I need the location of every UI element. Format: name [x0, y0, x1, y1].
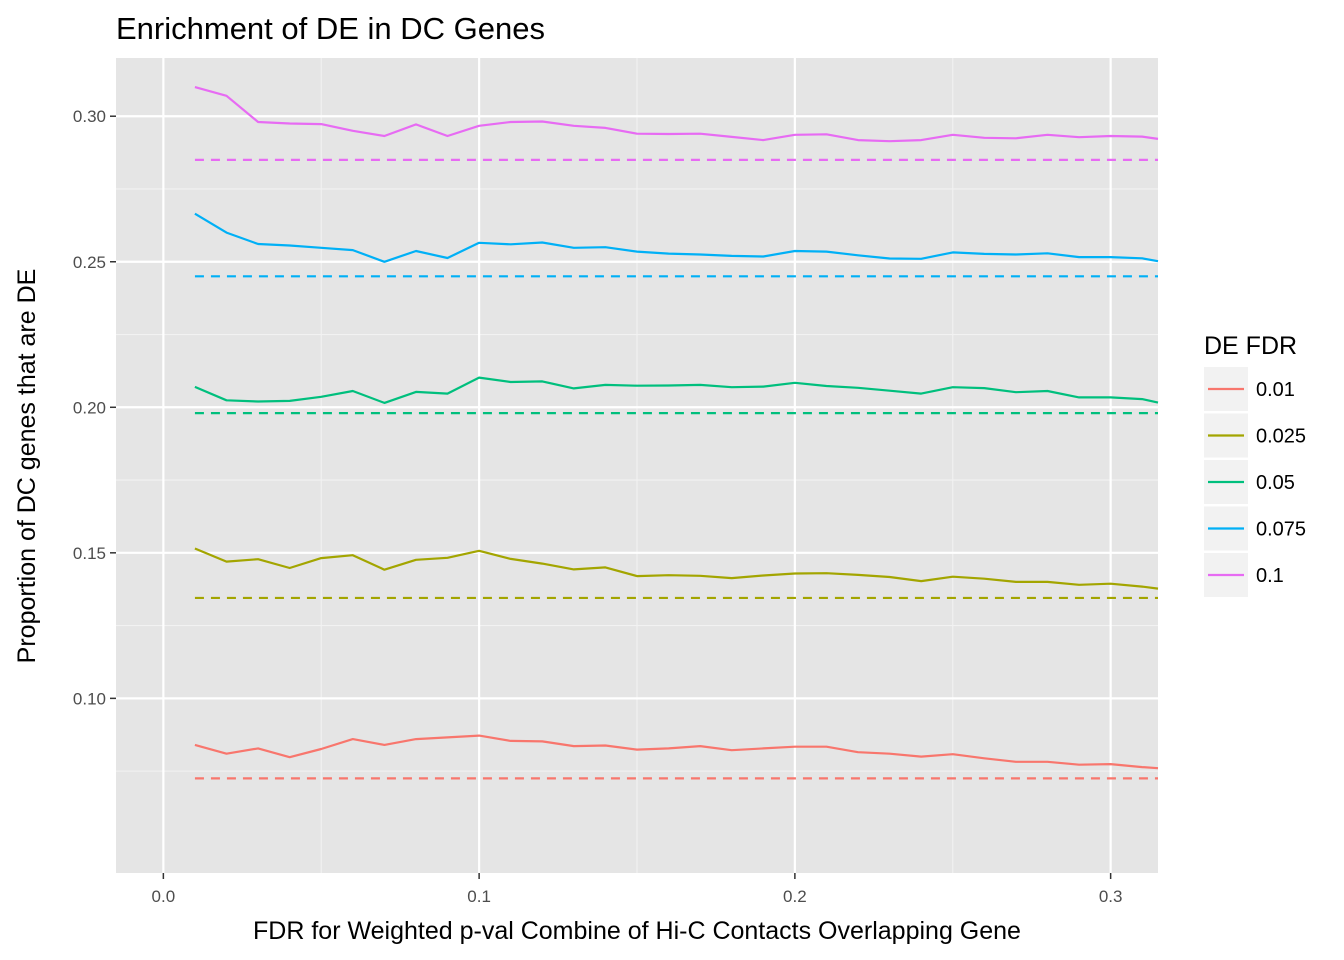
series-line-0.1 — [194, 86, 1159, 143]
legend-label: 0.01 — [1256, 379, 1295, 401]
legend-title: DE FDR — [1204, 332, 1297, 360]
legend-label: 0.025 — [1256, 426, 1306, 448]
series-lines — [194, 86, 1159, 770]
x-tick-label: 0.1 — [467, 887, 491, 906]
series-line-0.075 — [194, 212, 1159, 263]
y-tick-label: 0.20 — [73, 398, 106, 417]
x-tick-label: 0.2 — [783, 887, 807, 906]
axis-ticks: 0.0 0.1 0.2 0.3 0.10 0.15 0.20 0.25 0.30 — [73, 107, 1123, 906]
y-tick-label: 0.10 — [73, 689, 106, 708]
x-tick-label: 0.0 — [152, 887, 176, 906]
legend-label: 0.075 — [1256, 519, 1306, 541]
legend-label: 0.05 — [1256, 472, 1295, 494]
chart-title: Enrichment of DE in DC Genes — [116, 11, 545, 46]
y-tick-label: 0.25 — [73, 253, 106, 272]
x-tick-label: 0.3 — [1099, 887, 1123, 906]
grid-lines — [116, 58, 1158, 873]
y-tick-label: 0.15 — [73, 544, 106, 563]
legend-label: 0.1 — [1256, 565, 1284, 587]
legend: DE FDR 0.01 0.025 0.05 0.075 0.1 — [1204, 332, 1306, 597]
y-tick-label: 0.30 — [73, 107, 106, 126]
x-axis-title: FDR for Weighted p-val Combine of Hi-C C… — [253, 917, 1021, 945]
series-line-0.01 — [194, 734, 1159, 770]
baseline-lines — [194, 158, 1158, 780]
series-line-0.025 — [194, 547, 1159, 590]
series-line-0.05 — [194, 376, 1159, 404]
y-axis-title: Proportion of DC genes that are DE — [13, 269, 41, 664]
